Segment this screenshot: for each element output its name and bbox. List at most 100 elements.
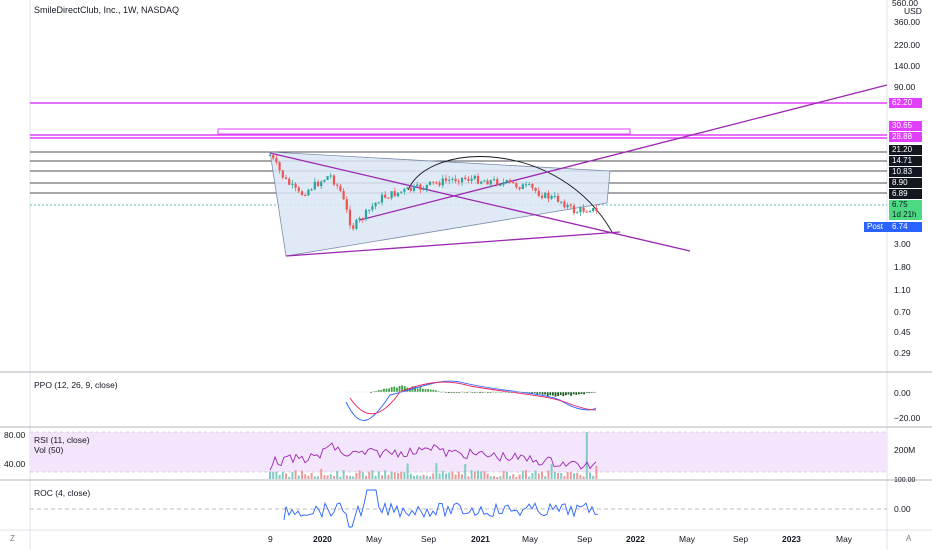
vol-legend[interactable]: Vol (50)	[34, 445, 64, 455]
trend-lines[interactable]	[269, 84, 888, 257]
price-tag[interactable]: 14.71	[889, 156, 922, 166]
ppo-histogram-bar	[536, 392, 539, 394]
candle-body	[288, 178, 291, 185]
price-tag[interactable]: 21.20	[889, 145, 922, 155]
z-button[interactable]: Z	[10, 534, 15, 543]
ppo-histogram-bar	[435, 390, 437, 392]
candle-body	[294, 183, 297, 188]
ppo-histogram-bar	[463, 391, 466, 393]
roc-tick: 0.00	[894, 504, 911, 514]
auto-scale-button[interactable]: A	[906, 534, 912, 543]
ppo-histogram-bar	[546, 392, 549, 396]
candle-body	[342, 190, 345, 200]
candle-body	[310, 189, 313, 191]
volume-bar	[576, 473, 579, 479]
price-tick: 220.00	[894, 40, 920, 50]
price-candles	[268, 152, 598, 231]
candle-body	[448, 179, 451, 181]
ppo-histogram-bar	[453, 392, 455, 393]
bar-countdown: 1d 21h	[892, 210, 917, 219]
candle-body	[428, 181, 432, 185]
candle-body	[281, 170, 284, 178]
candle-body	[332, 175, 336, 185]
ppo-histogram-bar	[466, 392, 468, 393]
volume-bar	[521, 470, 524, 479]
volume-bar	[313, 476, 316, 479]
ppo-histogram-bar	[419, 386, 422, 392]
volume-bar	[496, 476, 499, 479]
ppo-histogram-bar	[500, 391, 502, 393]
volume-bar	[486, 473, 489, 479]
volume-bar	[419, 475, 422, 479]
candle-body	[486, 180, 489, 185]
support-resistance-lines[interactable]	[30, 151, 887, 194]
volume-bar	[269, 471, 271, 479]
last-price-tag[interactable]: 6.75 1d 21h	[889, 200, 922, 220]
roc-pane[interactable]	[30, 489, 887, 528]
volume-bar	[566, 472, 569, 479]
candle-body	[361, 218, 364, 220]
candle-body	[377, 202, 380, 204]
candle-body	[489, 180, 492, 185]
volume-bar	[457, 471, 460, 479]
candle-body	[457, 181, 460, 183]
volume-bar	[467, 476, 470, 479]
candle-body	[345, 199, 348, 210]
candle-body	[480, 181, 483, 184]
post-market-price[interactable]: 6.74	[889, 222, 922, 232]
ppo-legend[interactable]: PPO (12, 26, 9, close)	[34, 380, 118, 390]
price-tag[interactable]: 28.88	[889, 132, 922, 142]
vol-tick: 100.00	[894, 477, 916, 484]
candle-body	[409, 187, 412, 191]
time-label: 2022	[626, 534, 645, 544]
ppo-histogram-bar	[416, 388, 419, 392]
volume-bar	[470, 470, 473, 479]
price-tag[interactable]: 8.90	[889, 178, 922, 188]
volume-bar	[531, 472, 534, 479]
candle-body	[371, 206, 374, 210]
volume-bar	[365, 476, 367, 479]
volume-bar	[537, 473, 540, 479]
volume-bar	[403, 472, 406, 479]
ppo-histogram-bar	[489, 392, 492, 393]
magenta-levels[interactable]	[30, 102, 887, 139]
volume-bar	[320, 468, 323, 479]
price-tag[interactable]: 10.83	[889, 167, 922, 177]
candle-body	[451, 178, 454, 180]
candle-body	[595, 207, 598, 211]
arc-drawing[interactable]	[407, 156, 613, 233]
ppo-histogram-bar	[578, 392, 580, 395]
candle-body	[275, 158, 278, 163]
candle-body	[284, 177, 288, 179]
ppo-histogram-bar	[450, 392, 453, 393]
ppo-histogram-bar	[476, 391, 479, 393]
volume-bar	[483, 471, 486, 479]
price-tag[interactable]: 6.89	[889, 189, 922, 199]
ppo-pane[interactable]	[345, 380, 597, 421]
rsi-legend[interactable]: RSI (11, close)	[34, 435, 90, 445]
price-tag[interactable]: 30.65	[889, 121, 922, 131]
candle-body	[406, 187, 409, 189]
ppo-tick: 0.00	[894, 388, 911, 398]
volume-bar	[515, 476, 518, 479]
volume-bar	[333, 476, 335, 479]
ppo-histogram-bar	[505, 391, 507, 393]
roc-legend[interactable]: ROC (4, close)	[34, 488, 91, 498]
candle-body	[358, 218, 361, 220]
candle-body	[470, 178, 473, 181]
ppo-histogram-bar	[557, 392, 559, 397]
volume-bar	[406, 463, 409, 479]
rsi-vol-pane[interactable]	[30, 431, 887, 479]
candle-body	[422, 188, 425, 190]
time-label: Sep	[733, 534, 749, 544]
price-tag[interactable]: 62.20	[889, 98, 922, 108]
volume-bar	[585, 432, 588, 479]
volume-bar	[422, 474, 425, 479]
volume-bar	[582, 476, 585, 479]
candle-body	[576, 212, 579, 214]
time-label: May	[836, 534, 853, 544]
volume-bar	[429, 476, 431, 479]
volume-bar	[563, 476, 566, 479]
candle-body	[512, 182, 515, 184]
